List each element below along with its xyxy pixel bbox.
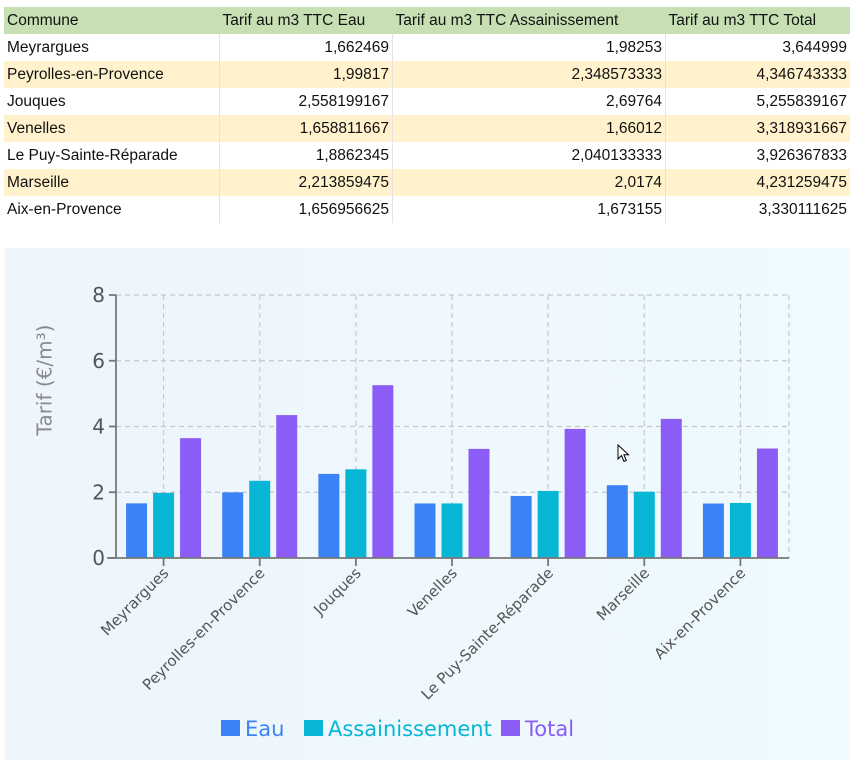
- cell-commune[interactable]: Aix-en-Provence: [7, 200, 122, 218]
- bar-total: [372, 385, 394, 558]
- cell-tarif-assainissement[interactable]: 1,673155: [392, 196, 666, 223]
- table-row: Jouques 2,558199167 2,69764 5,255839167: [4, 88, 850, 115]
- legend-swatch-eau: [221, 720, 240, 736]
- legend-item-total[interactable]: Total: [501, 717, 574, 741]
- bar-assainissement: [441, 503, 463, 558]
- cell-tarif-eau[interactable]: 1,656956625: [219, 196, 393, 223]
- bars: [126, 385, 778, 558]
- bar-eau: [414, 503, 436, 558]
- bar-assainissement: [537, 490, 559, 558]
- y-tick-label: 2: [92, 480, 105, 504]
- table-row: Aix-en-Provence 1,656956625 1,673155 3,3301…: [4, 196, 850, 223]
- x-tick-label: Meyrargues: [97, 564, 172, 639]
- cell-tarif-eau[interactable]: 1,8862345: [219, 142, 393, 169]
- cell-tarif-total[interactable]: 3,644999: [665, 34, 850, 61]
- cell-commune[interactable]: Peyrolles-en-Provence: [4, 61, 220, 88]
- cell-tarif-eau[interactable]: 2,213859475: [219, 169, 393, 196]
- legend-label-total: Total: [524, 717, 574, 741]
- table-row: Venelles 1,658811667 1,66012 3,318931667: [4, 115, 850, 142]
- cell-tarif-assainissement[interactable]: 2,348573333: [392, 61, 666, 88]
- cell-tarif-total[interactable]: 4,231259475: [665, 169, 850, 196]
- bar-eau: [126, 503, 148, 558]
- header-tarif-total[interactable]: Tarif au m3 TTC Total: [665, 7, 850, 34]
- cell-tarif-total[interactable]: 5,255839167: [665, 88, 850, 115]
- bar-eau: [606, 485, 628, 558]
- bar-assainissement: [729, 502, 751, 558]
- cell-tarif-assainissement[interactable]: 2,69764: [392, 88, 666, 115]
- header-tarif-assainissement[interactable]: Tarif au m3 TTC Assainissement: [392, 7, 666, 34]
- cell-tarif-assainissement[interactable]: 2,040133333: [392, 142, 666, 169]
- legend-label-eau: Eau: [245, 717, 284, 741]
- bar-assainissement: [345, 469, 367, 558]
- cell-tarif-total[interactable]: 3,926367833: [665, 142, 850, 169]
- bar-eau: [222, 492, 244, 558]
- header-commune[interactable]: Commune: [4, 7, 220, 34]
- bar-total: [564, 428, 586, 558]
- bar-eau: [318, 473, 340, 558]
- table-row: Peyrolles-en-Provence 1,99817 2,348573333 4…: [4, 61, 850, 88]
- legend-label-assainissement: Assainissement: [328, 717, 492, 741]
- cell-tarif-eau[interactable]: 1,99817: [219, 61, 393, 88]
- bar-assainissement: [249, 480, 271, 558]
- bar-total: [180, 438, 202, 558]
- cell-tarif-assainissement[interactable]: 1,98253: [392, 34, 666, 61]
- cell-commune[interactable]: Venelles: [4, 115, 220, 142]
- tarif-table: Commune Tarif au m3 TTC Eau Tarif au m3 …: [4, 7, 850, 223]
- cell-tarif-eau[interactable]: 1,658811667: [219, 115, 393, 142]
- cell-tarif-total[interactable]: 4,346743333: [665, 61, 850, 88]
- table-row: Marseille 2,213859475 2,0174 4,231259475: [4, 169, 850, 196]
- x-tick-label: Venelles: [404, 564, 461, 621]
- y-tick-label: 8: [92, 283, 105, 307]
- y-axis-label: Tarif (€/m³): [33, 325, 57, 437]
- legend-swatch-assainissement: [304, 720, 323, 736]
- legend: Eau Assainissement Total: [221, 717, 574, 741]
- bar-total: [660, 418, 682, 558]
- bar-assainissement: [633, 491, 655, 558]
- cell-tarif-total[interactable]: 3,318931667: [665, 115, 850, 142]
- cell-commune[interactable]: Le Puy-Sainte-Réparade: [7, 146, 178, 164]
- cell-commune[interactable]: Marseille: [4, 169, 220, 196]
- cell-commune[interactable]: Meyrargues: [7, 38, 89, 56]
- legend-item-eau[interactable]: Eau: [221, 717, 284, 741]
- cell-tarif-assainissement[interactable]: 2,0174: [392, 169, 666, 196]
- bar-assainissement: [153, 492, 175, 558]
- y-tick-label: 4: [92, 415, 105, 439]
- bar-total: [468, 448, 490, 558]
- header-tarif-eau[interactable]: Tarif au m3 TTC Eau: [219, 7, 393, 34]
- bar-total: [756, 448, 778, 558]
- bar-total: [276, 415, 298, 558]
- cell-commune[interactable]: Jouques: [7, 92, 66, 110]
- table-header-row: Commune Tarif au m3 TTC Eau Tarif au m3 …: [4, 7, 850, 34]
- legend-item-assainissement[interactable]: Assainissement: [304, 717, 492, 741]
- y-tick-label: 6: [92, 349, 105, 373]
- table-row: Meyrargues 1,662469 1,98253 3,644999: [4, 34, 850, 61]
- y-tick-label: 0: [92, 546, 105, 570]
- cell-tarif-eau[interactable]: 1,662469: [219, 34, 393, 61]
- cell-tarif-eau[interactable]: 2,558199167: [219, 88, 393, 115]
- legend-swatch-total: [501, 720, 520, 736]
- x-tick-label: Marseille: [593, 564, 653, 624]
- table-row: Le Puy-Sainte-Réparade 1,8862345 2,0401333…: [4, 142, 850, 169]
- bar-eau: [510, 495, 532, 558]
- cell-tarif-assainissement[interactable]: 1,66012: [392, 115, 666, 142]
- bar-eau: [702, 503, 724, 558]
- chart-panel: 0 2 4 6 8 Meyrargues Peyrolles-en-Provence Jouq…: [5, 248, 850, 760]
- cell-tarif-total[interactable]: 3,330111625: [665, 196, 850, 223]
- x-tick-label: Jouques: [309, 564, 364, 619]
- mouse-cursor-icon: [617, 444, 630, 463]
- x-tick-label: Aix-en-Provence: [650, 564, 749, 663]
